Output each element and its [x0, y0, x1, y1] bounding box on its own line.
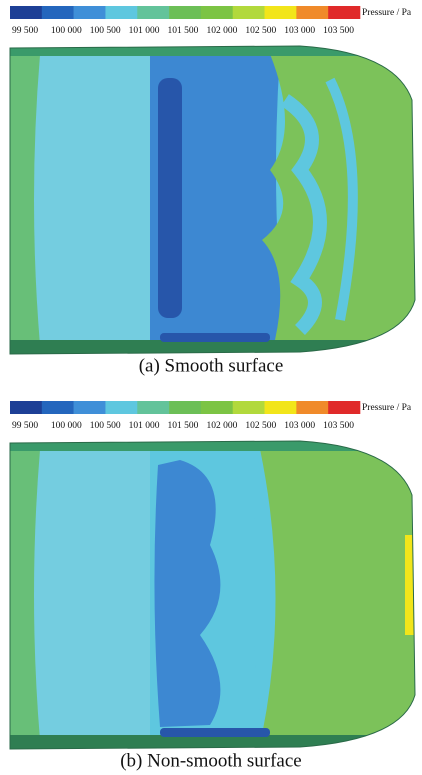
colorbar-segment: [41, 401, 74, 414]
legend-label: 101 000: [129, 26, 160, 36]
colorbar-segment: [200, 401, 234, 414]
legend-label: 100 500: [90, 421, 121, 431]
edge: [160, 333, 270, 342]
legend-label: 102 500: [245, 421, 276, 431]
legend-label: 102 000: [206, 26, 237, 36]
legend-label: 103 000: [284, 26, 315, 36]
legend-unit: Pressure / Pa: [362, 403, 412, 413]
colorbar-segment: [232, 6, 265, 19]
colorbar-segment: [105, 6, 138, 19]
colorbar-segment: [328, 6, 361, 19]
colorbar-segment: [264, 401, 297, 414]
region: [405, 535, 415, 635]
edge: [160, 728, 270, 737]
colorbar-segment: [200, 6, 234, 19]
colorbar-segment: [41, 6, 74, 19]
region: [34, 52, 150, 345]
colorbar-segment: [169, 6, 202, 19]
surface: [10, 441, 415, 749]
legend-label: 101 000: [129, 421, 160, 431]
legend-label: 100 000: [51, 26, 82, 36]
region: [260, 449, 415, 735]
region: [154, 460, 221, 727]
legend-label: 100 500: [90, 26, 121, 36]
region: [150, 52, 285, 345]
colorbar-segment: [264, 6, 297, 19]
colorbar-segment: [169, 401, 202, 414]
colorbar-segment: [10, 401, 43, 414]
region: [158, 78, 182, 318]
surface: [10, 46, 415, 354]
colorbar-segment: [73, 6, 106, 19]
colorbar-segment: [232, 401, 265, 414]
legend-unit: Pressure / Pa: [362, 8, 412, 18]
colorbar-segment: [10, 6, 43, 19]
outline: [9, 45, 416, 355]
legend-label: 99 500: [12, 421, 38, 431]
region: [34, 447, 150, 740]
colorbar-segment: [296, 6, 329, 19]
colorbar-segment: [73, 401, 106, 414]
legend-label: 99 500: [12, 26, 38, 36]
legend-label: 101 500: [168, 26, 199, 36]
legend-label: 102 000: [206, 421, 237, 431]
panel: Pressure / Pa 99 500 100 000 100 500 101 000…: [9, 6, 416, 376]
colorbar-segment: [328, 401, 361, 414]
colorbar-segment: [137, 401, 170, 414]
colorbar-segment: [137, 6, 170, 19]
legend-label: 103 000: [284, 421, 315, 431]
colorbar-segment: [296, 401, 329, 414]
caption: (b) Non-smooth surface: [120, 750, 302, 771]
edge: [10, 441, 415, 451]
region: [325, 77, 358, 321]
legend-label: 101 500: [168, 421, 199, 431]
surface-image: [9, 440, 416, 750]
region: [280, 94, 327, 335]
legend-label: 103 500: [323, 26, 354, 36]
legend-label: 103 500: [323, 421, 354, 431]
colorbar-segment: [105, 401, 138, 414]
legend-label: 100 000: [51, 421, 82, 431]
edge: [10, 46, 415, 56]
caption: (a) Smooth surface: [139, 355, 284, 376]
surface-image: [9, 45, 416, 355]
panel: Pressure / Pa 99 500 100 000 100 500 101 000…: [9, 401, 416, 771]
legend-label: 102 500: [245, 26, 276, 36]
outline: [9, 440, 416, 750]
